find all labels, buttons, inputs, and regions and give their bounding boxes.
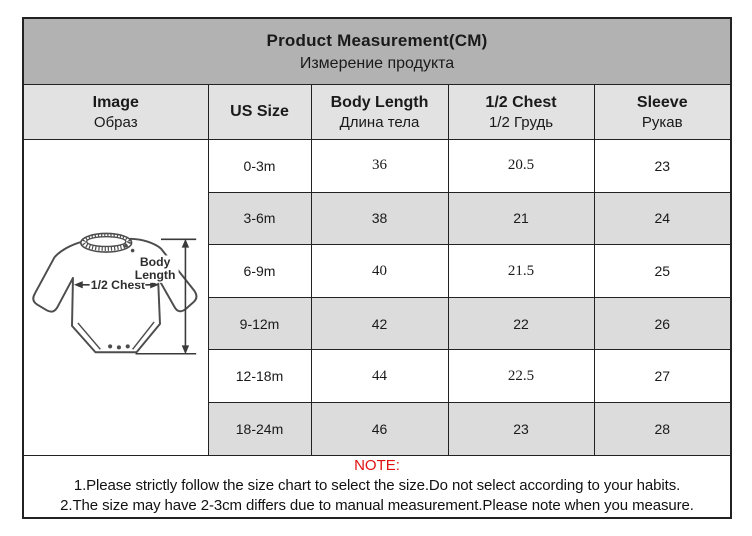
size-table-body: Product Measurement(CM) Измерение продук… [22, 17, 732, 519]
body-length-cell: 42 [310, 296, 449, 351]
half-chest-cell: 22.5 [447, 349, 595, 404]
size-chart-sheet: Product Measurement(CM) Измерение продук… [22, 17, 733, 519]
note-line-1: 1.Please strictly follow the size chart … [73, 477, 681, 495]
table-title: Product Measurement(CM) [266, 30, 488, 50]
table-row: 6-9m 40 21.5 25 [23, 244, 732, 298]
sleeve-cell: 28 [593, 402, 732, 456]
column-header-sleeve-ru: Рукав [641, 113, 683, 131]
note-row: NOTE: 1.Please strictly follow the size … [22, 454, 732, 519]
half-chest-cell: 22 [447, 296, 595, 351]
table-row: 12-18m 44 22.5 27 [23, 349, 732, 404]
us-size-cell: 9-12m [207, 296, 312, 351]
sleeve-cell: 27 [593, 349, 732, 404]
sleeve-cell: 25 [593, 244, 732, 298]
body-length-cell: 44 [310, 349, 449, 404]
column-header-half-chest: 1/2 Chest 1/2 Грудь [447, 84, 595, 140]
note-heading: NOTE: [354, 457, 400, 475]
half-chest-cell: 21.5 [447, 244, 595, 298]
size-chart-table: Product Measurement(CM) Измерение продук… [22, 17, 733, 519]
body-length-cell: 38 [310, 191, 449, 246]
sleeve-cell: 24 [593, 191, 732, 246]
body-length-cell: 46 [310, 402, 449, 456]
half-chest-arrow-icon [73, 280, 159, 289]
column-header-us-size: US Size [207, 84, 312, 140]
column-header-half-chest-ru: 1/2 Грудь [488, 113, 554, 131]
product-image-cell: 1/2 Chest Body Length [22, 138, 209, 456]
us-size-cell: 18-24m [207, 402, 312, 456]
sleeve-cell: 23 [593, 138, 732, 193]
body-length-arrow-icon [135, 238, 196, 355]
bodysuit-line-drawing: 1/2 Chest Body Length [32, 232, 198, 355]
note-line-2: 2.The size may have 2-3cm differs due to… [60, 496, 694, 514]
half-chest-cell: 23 [447, 402, 595, 456]
column-header-image-ru: Образ [93, 113, 138, 131]
us-size-cell: 3-6m [207, 191, 312, 246]
column-header-body-length-ru: Длина тела [339, 113, 420, 131]
column-header-sleeve-en: Sleeve [636, 93, 688, 111]
sleeve-cell: 26 [593, 296, 732, 351]
body-length-cell: 36 [310, 138, 449, 193]
body-length-label-line2: Length [134, 268, 175, 282]
table-title-russian: Измерение продукта [299, 54, 455, 72]
table-title-cell: Product Measurement(CM) Измерение продук… [22, 17, 732, 86]
column-header-us-size-en: US Size [230, 103, 289, 121]
column-header-image-en: Image [92, 93, 139, 111]
table-row: 1/2 Chest Body Length 0-3m 36 20.5 23 [22, 138, 732, 456]
table-row: 3-6m 38 21 24 [23, 191, 732, 246]
column-header-row: Image Образ US Size Body Length Длина те… [22, 84, 732, 140]
collar [79, 232, 133, 253]
half-chest-label: 1/2 Chest [91, 278, 145, 292]
note-cell: NOTE: 1.Please strictly follow the size … [22, 454, 732, 519]
column-header-body-length-en: Body Length [330, 93, 429, 111]
title-row: Product Measurement(CM) Измерение продук… [22, 17, 732, 86]
table-row: 18-24m 46 23 28 [23, 402, 732, 456]
body-length-label-line1: Body [140, 255, 171, 269]
half-chest-cell: 20.5 [447, 138, 595, 193]
us-size-cell: 12-18m [207, 349, 312, 404]
column-header-body-length: Body Length Длина тела [310, 84, 449, 140]
table-row: 9-12m 42 22 26 [23, 296, 732, 351]
half-chest-cell: 21 [447, 191, 595, 246]
column-header-sleeve: Sleeve Рукав [593, 84, 732, 140]
us-size-cell: 0-3m [207, 138, 312, 193]
column-header-half-chest-en: 1/2 Chest [485, 93, 557, 111]
column-header-image: Image Образ [22, 84, 209, 140]
body-length-cell: 40 [310, 244, 449, 298]
us-size-cell: 6-9m [207, 244, 312, 298]
